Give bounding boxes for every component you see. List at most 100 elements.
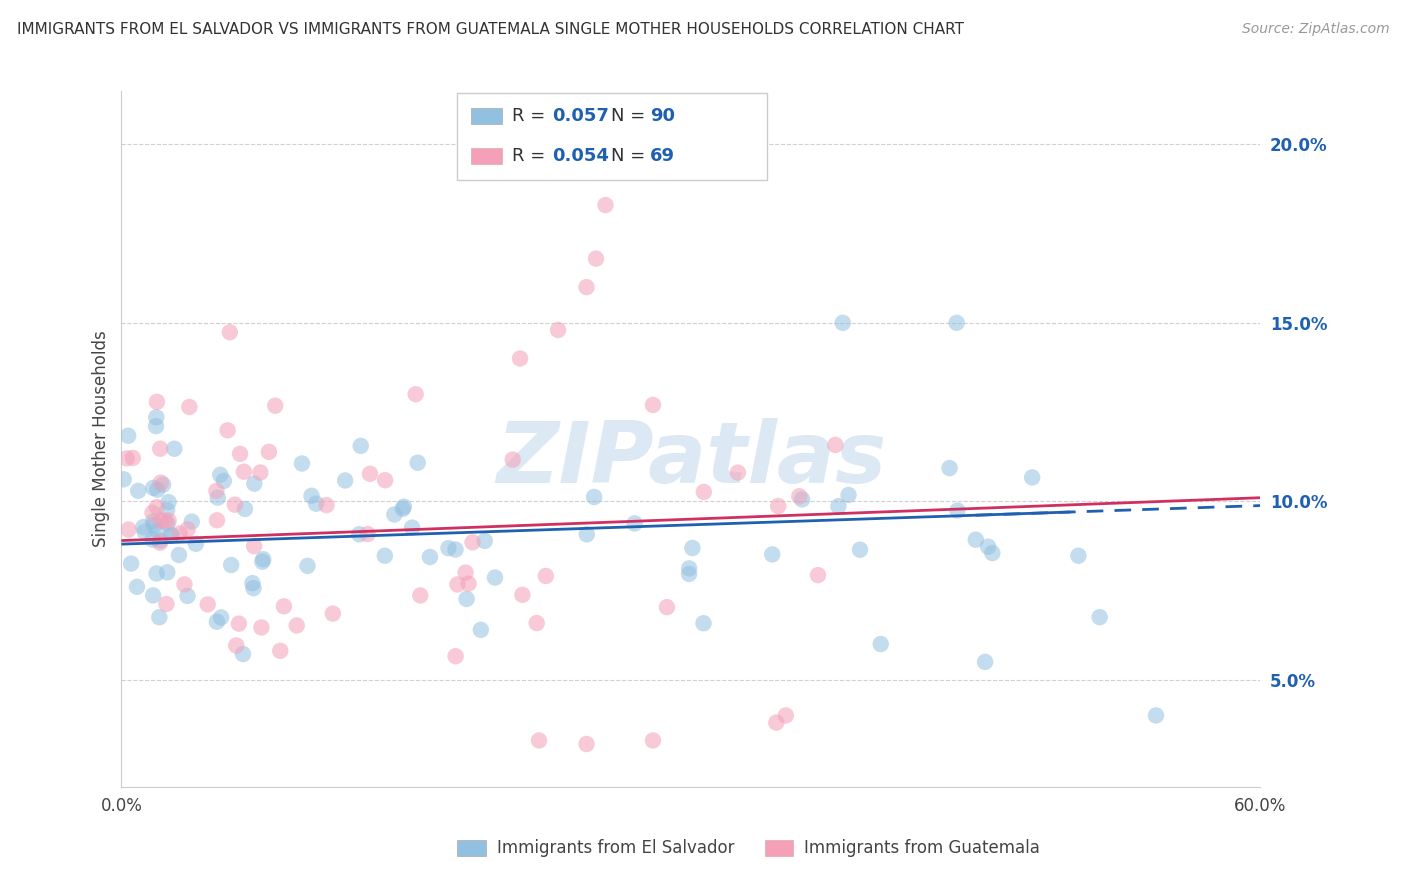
Point bbox=[527, 733, 550, 747]
Point bbox=[156, 516, 179, 531]
Point bbox=[678, 566, 700, 581]
Point bbox=[180, 515, 202, 529]
Point bbox=[678, 561, 700, 575]
Point bbox=[681, 541, 703, 555]
Point bbox=[512, 588, 534, 602]
Point bbox=[217, 423, 239, 437]
Point bbox=[212, 474, 235, 488]
Point bbox=[233, 502, 256, 516]
Point bbox=[205, 615, 228, 629]
Point bbox=[575, 527, 598, 541]
Point bbox=[160, 528, 183, 542]
Point bbox=[761, 548, 783, 562]
Point bbox=[155, 597, 177, 611]
Text: 0.057: 0.057 bbox=[551, 107, 609, 125]
Point bbox=[349, 527, 371, 541]
Point bbox=[641, 733, 664, 747]
Point bbox=[149, 535, 172, 549]
Point bbox=[382, 508, 405, 522]
Point bbox=[692, 616, 714, 631]
Point bbox=[117, 428, 139, 442]
Point bbox=[322, 607, 344, 621]
Point bbox=[484, 570, 506, 584]
Point bbox=[1067, 549, 1090, 563]
Point bbox=[765, 715, 787, 730]
Point bbox=[167, 548, 190, 562]
Point bbox=[301, 489, 323, 503]
Point bbox=[419, 549, 441, 564]
Point bbox=[146, 500, 169, 515]
Point bbox=[547, 323, 569, 337]
Point bbox=[775, 708, 797, 723]
Point bbox=[132, 520, 155, 534]
Point bbox=[837, 488, 859, 502]
Point bbox=[869, 637, 891, 651]
Text: Immigrants from El Salvador: Immigrants from El Salvador bbox=[496, 838, 734, 857]
Point bbox=[146, 524, 169, 538]
Point bbox=[285, 618, 308, 632]
Point bbox=[1021, 470, 1043, 484]
Point bbox=[509, 351, 531, 366]
Point bbox=[117, 523, 139, 537]
Point bbox=[232, 647, 254, 661]
Point bbox=[849, 542, 872, 557]
Point bbox=[249, 466, 271, 480]
Point bbox=[333, 474, 356, 488]
Point bbox=[457, 576, 479, 591]
Point bbox=[149, 533, 172, 548]
Point bbox=[112, 472, 135, 486]
Point bbox=[787, 489, 810, 503]
Point bbox=[974, 655, 997, 669]
Y-axis label: Single Mother Households: Single Mother Households bbox=[93, 330, 110, 547]
Point bbox=[474, 533, 496, 548]
Point bbox=[359, 467, 381, 481]
Point bbox=[157, 514, 180, 528]
Point bbox=[242, 576, 264, 591]
Point bbox=[209, 610, 232, 624]
Point bbox=[938, 461, 960, 475]
Point bbox=[456, 591, 478, 606]
Point bbox=[444, 649, 467, 664]
Point bbox=[824, 438, 846, 452]
Point bbox=[315, 498, 337, 512]
Point bbox=[127, 483, 149, 498]
Point bbox=[156, 566, 179, 580]
Point bbox=[143, 518, 166, 533]
Point bbox=[219, 558, 242, 572]
Point bbox=[1144, 708, 1167, 723]
Point bbox=[153, 514, 176, 528]
Point bbox=[224, 498, 246, 512]
Point bbox=[163, 442, 186, 456]
Point bbox=[269, 644, 291, 658]
Point bbox=[727, 466, 749, 480]
Point bbox=[693, 485, 716, 500]
Point bbox=[176, 589, 198, 603]
Point bbox=[981, 546, 1004, 560]
Point bbox=[575, 280, 598, 294]
Point bbox=[273, 599, 295, 614]
Point bbox=[148, 610, 170, 624]
Point bbox=[454, 566, 477, 580]
Point bbox=[120, 557, 142, 571]
Text: 69: 69 bbox=[650, 147, 675, 165]
Point bbox=[827, 500, 849, 514]
Point bbox=[526, 615, 548, 630]
Point bbox=[807, 568, 830, 582]
Point bbox=[252, 552, 274, 566]
Point bbox=[585, 252, 607, 266]
Point bbox=[623, 516, 645, 531]
Point bbox=[575, 737, 598, 751]
Point bbox=[173, 577, 195, 591]
Point bbox=[374, 473, 396, 487]
Point bbox=[115, 451, 138, 466]
Point bbox=[405, 387, 427, 401]
Point bbox=[946, 503, 969, 517]
Point bbox=[470, 623, 492, 637]
Text: R =: R = bbox=[512, 107, 551, 125]
Point bbox=[374, 549, 396, 563]
Point bbox=[146, 483, 169, 497]
Point bbox=[243, 476, 266, 491]
Point bbox=[977, 540, 1000, 554]
Point bbox=[945, 316, 967, 330]
Point bbox=[157, 495, 180, 509]
